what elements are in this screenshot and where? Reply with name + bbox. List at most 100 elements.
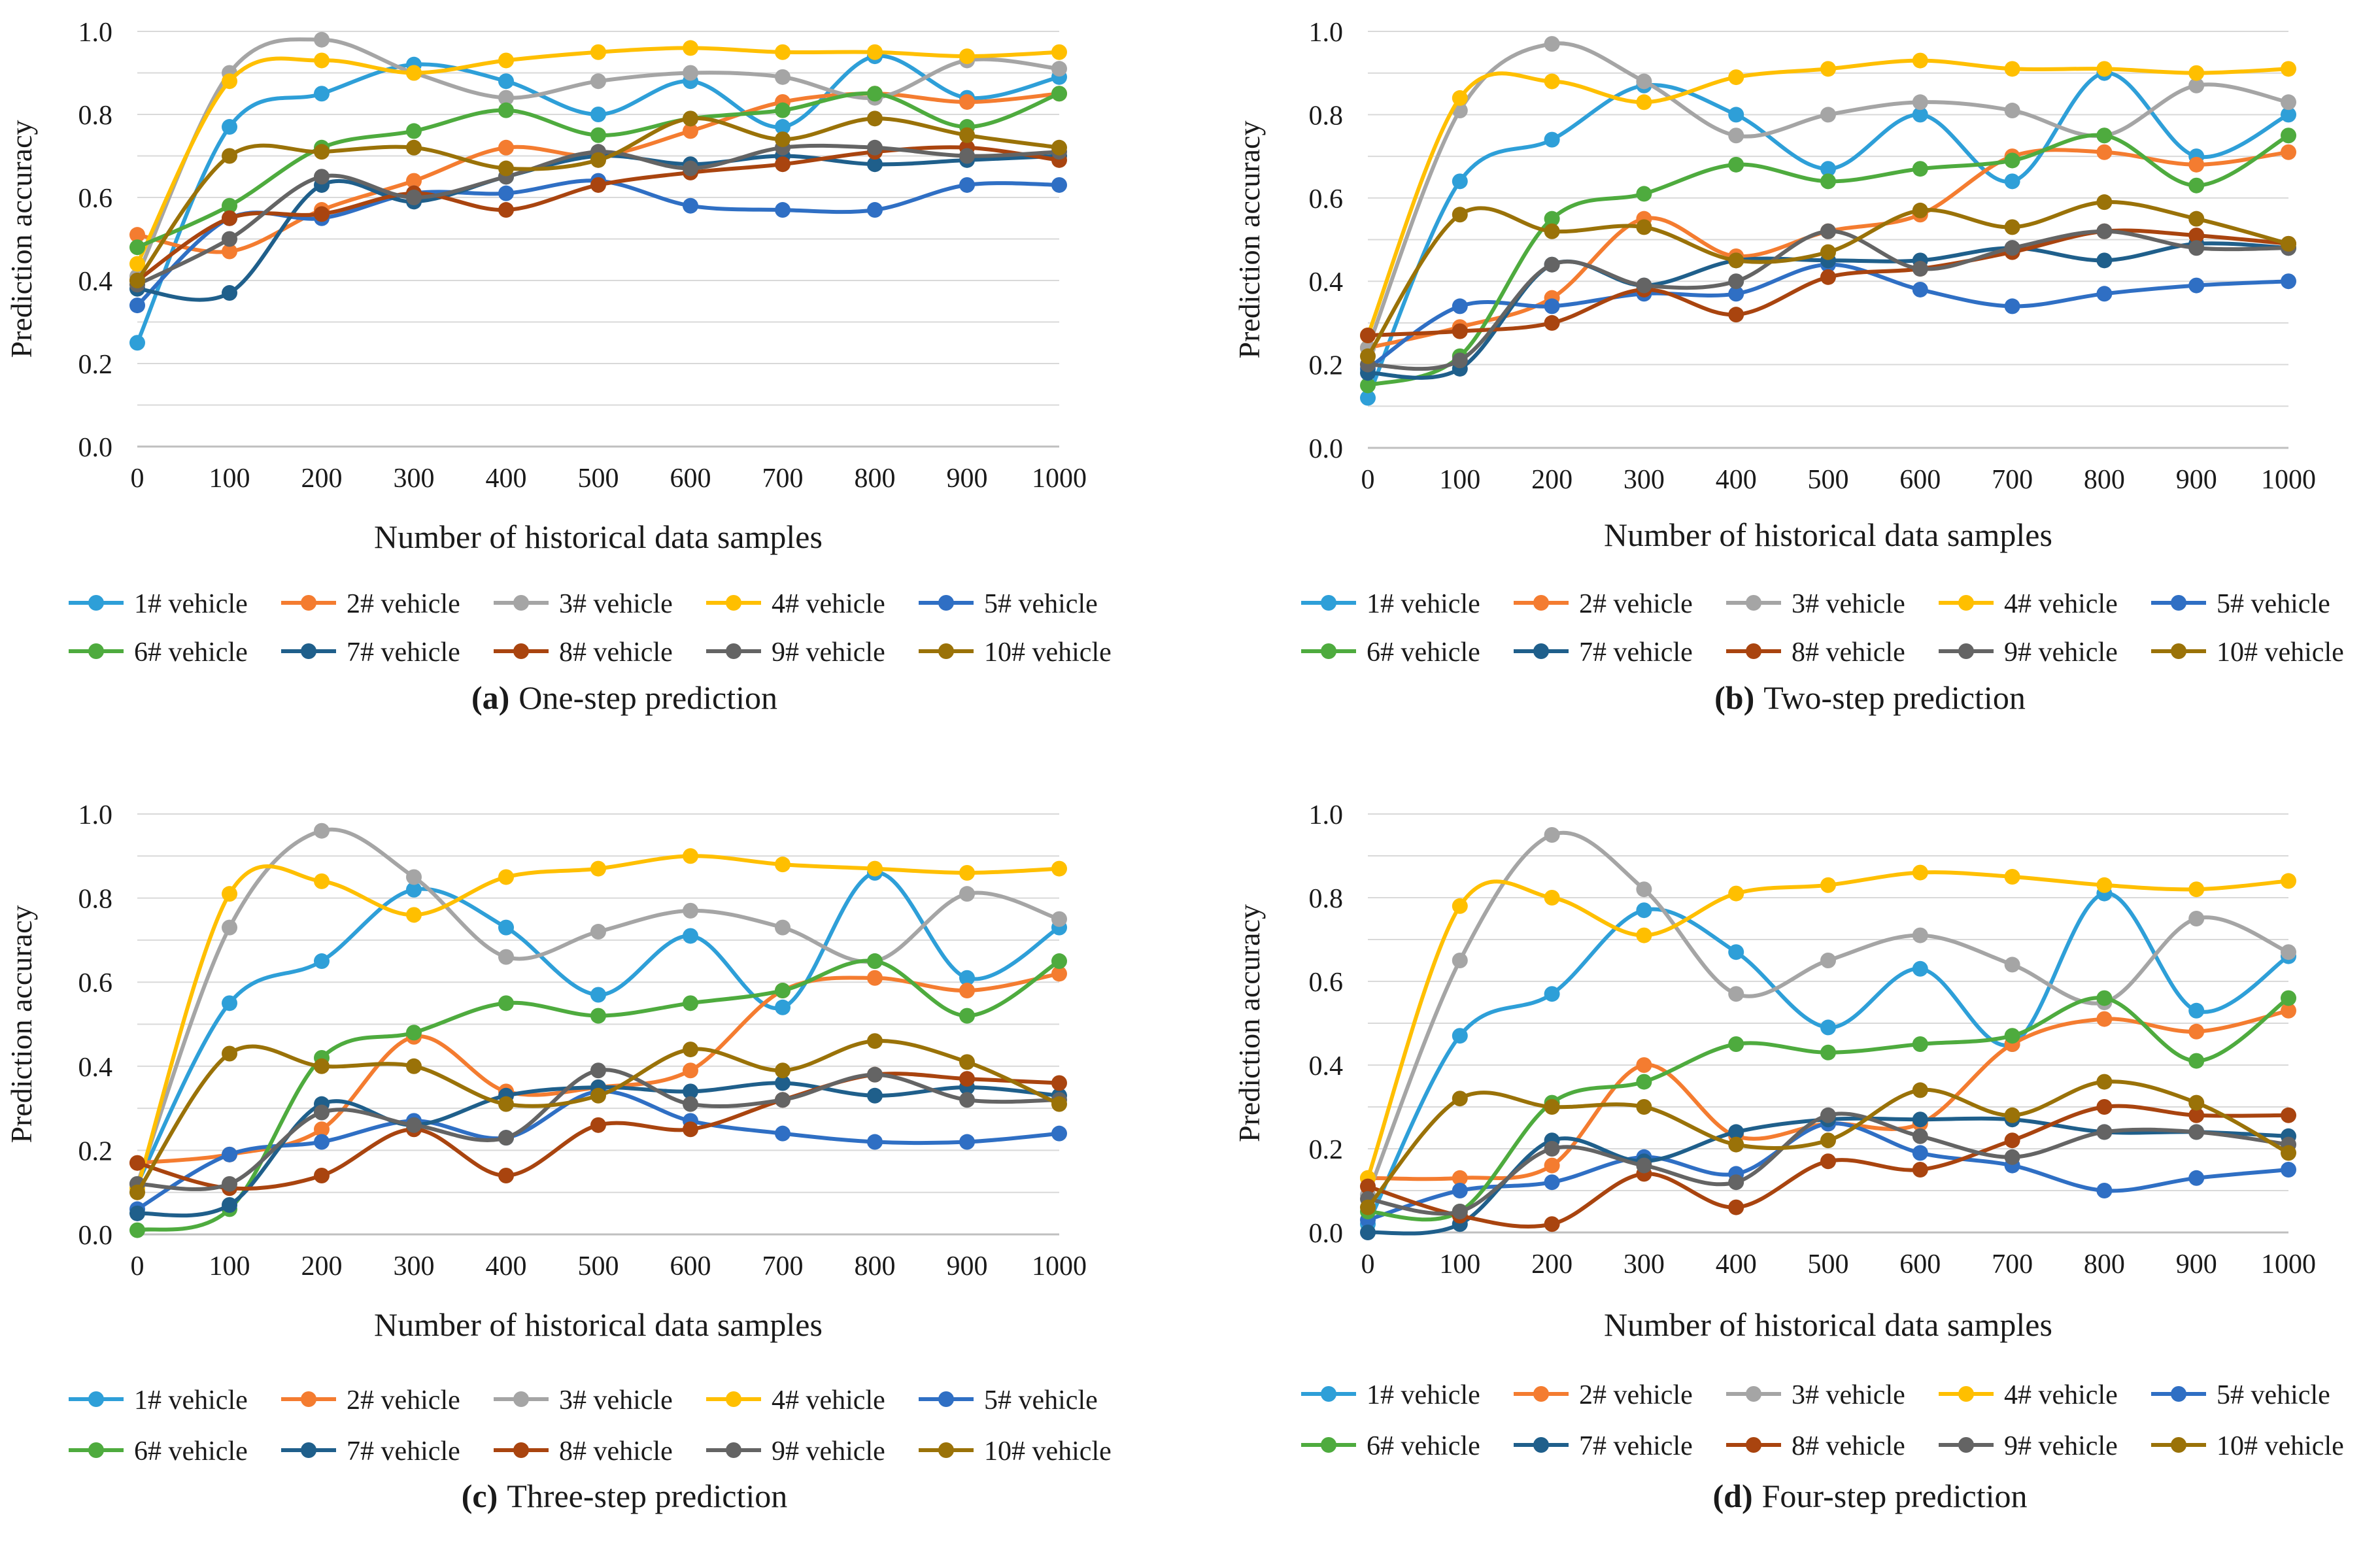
x-tick-label: 1000: [1032, 464, 1087, 494]
data-point: [2188, 1094, 2205, 1111]
data-point: [1360, 328, 1376, 344]
data-point: [959, 886, 975, 902]
data-point: [1544, 211, 1560, 227]
legend-swatch-marker: [726, 1391, 741, 1407]
series-4: [1360, 52, 2296, 344]
data-point: [314, 1058, 330, 1074]
data-point: [1820, 223, 1836, 239]
x-tick-label: 1000: [1032, 1251, 1087, 1281]
data-point: [1452, 323, 1468, 339]
legend-label: 8# vehicle: [559, 1436, 673, 1467]
series-line: [135, 46, 1061, 266]
legend-label: 3# vehicle: [1792, 1380, 1905, 1410]
data-point: [406, 65, 422, 81]
data-point: [222, 919, 237, 936]
series-10: [129, 1033, 1067, 1200]
data-point: [2096, 1124, 2113, 1140]
legend-label: 10# vehicle: [2217, 637, 2344, 668]
legend-item: 4# vehicle: [1939, 1380, 2118, 1410]
data-point: [1728, 107, 1744, 123]
data-point: [1728, 885, 1744, 902]
x-tick-label: 500: [1808, 1249, 1849, 1280]
legend-label: 3# vehicle: [1792, 589, 1905, 619]
data-point: [2188, 881, 2205, 898]
series-1: [129, 865, 1067, 1192]
data-point: [1820, 1107, 1836, 1123]
data-point: [590, 177, 606, 193]
data-point: [2188, 1170, 2205, 1186]
x-tick-label: 600: [1899, 465, 1941, 495]
legend-swatch-marker: [1321, 595, 1336, 611]
legend-swatch-marker: [1321, 1386, 1336, 1402]
data-point: [2004, 298, 2020, 314]
data-point: [590, 152, 606, 168]
data-point: [222, 1176, 237, 1192]
data-point: [1636, 1074, 1652, 1090]
legend-label: 6# vehicle: [134, 637, 248, 668]
data-point: [1051, 966, 1067, 982]
data-point: [222, 1045, 237, 1062]
legend-swatch-marker: [301, 1442, 316, 1458]
caption-text: One-step prediction: [518, 679, 777, 716]
data-point: [406, 173, 422, 189]
data-point: [1051, 911, 1067, 927]
data-point: [683, 1083, 698, 1100]
data-point: [775, 202, 790, 218]
series-6: [129, 953, 1067, 1238]
y-axis-title: Prediction accuracy: [1232, 121, 1266, 359]
data-point: [1912, 94, 1928, 110]
legend-swatch-marker: [513, 1391, 529, 1407]
data-point: [2004, 1028, 2020, 1044]
x-tick-label: 300: [394, 1251, 435, 1281]
data-point: [406, 907, 422, 923]
legend-swatch-marker: [938, 1442, 954, 1458]
data-point: [1360, 390, 1376, 406]
legend-item: 4# vehicle: [706, 1385, 885, 1416]
data-point: [2096, 1011, 2113, 1027]
data-point: [2188, 1002, 2205, 1019]
data-point: [1636, 1057, 1652, 1073]
data-point: [1636, 277, 1652, 294]
x-tick-label: 400: [486, 464, 527, 494]
data-point: [1728, 1174, 1744, 1191]
legend-label: 4# vehicle: [772, 589, 885, 619]
data-point: [683, 928, 698, 944]
legend-swatch-marker: [301, 1391, 316, 1407]
data-point: [959, 865, 975, 881]
legend-label: 10# vehicle: [984, 637, 1112, 668]
data-point: [1636, 219, 1652, 235]
legend-swatch-marker: [88, 643, 104, 659]
series-line: [135, 870, 1061, 1186]
x-tick-label: 300: [394, 464, 435, 494]
data-point: [129, 256, 145, 272]
y-tick-label: 0.2: [78, 350, 113, 380]
legend-label: 2# vehicle: [347, 589, 460, 619]
data-point: [1544, 827, 1560, 843]
data-point: [1728, 156, 1744, 173]
data-point: [2281, 144, 2296, 160]
legend-item: 9# vehicle: [1939, 637, 2118, 668]
data-point: [314, 86, 330, 102]
data-point: [1051, 860, 1067, 877]
data-point: [1912, 281, 1928, 297]
legend-item: 5# vehicle: [919, 1385, 1098, 1416]
data-point: [498, 1096, 514, 1112]
data-point: [867, 202, 883, 218]
data-point: [2188, 228, 2205, 244]
x-tick-label: 800: [855, 464, 896, 494]
series-7: [129, 148, 1067, 302]
x-tick-label: 100: [1439, 465, 1480, 495]
data-point: [775, 102, 790, 118]
y-tick-label: 0.2: [78, 1136, 113, 1166]
data-point: [222, 243, 237, 260]
data-point: [1912, 261, 1928, 277]
data-point: [959, 177, 975, 193]
data-point: [222, 119, 237, 135]
data-point: [2281, 1145, 2296, 1161]
data-point: [959, 1071, 975, 1087]
data-point: [2096, 252, 2113, 269]
x-tick-label: 200: [1531, 465, 1572, 495]
data-point: [590, 1087, 606, 1104]
x-tick-label: 300: [1624, 465, 1665, 495]
legend-label: 10# vehicle: [2217, 1431, 2344, 1461]
